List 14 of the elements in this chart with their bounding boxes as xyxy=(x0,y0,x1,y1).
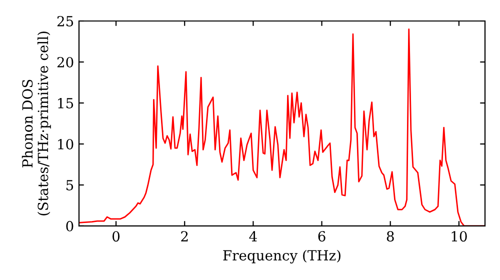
y-tick-label: 10 xyxy=(58,138,74,150)
x-tick-label: 4 xyxy=(249,231,257,242)
x-tick-label: 0 xyxy=(112,231,120,242)
y-tick-label: 20 xyxy=(57,56,74,68)
x-axis-title: Frequency (THz) xyxy=(223,250,340,264)
y-axis-title: Phonon DOS (States/THz·primitive cell) xyxy=(22,32,51,216)
y-tick-label: 15 xyxy=(58,98,74,108)
x-tick-label: 10 xyxy=(452,231,467,242)
x-tick-label: 2 xyxy=(181,231,188,242)
x-tick-label: 8 xyxy=(386,231,394,242)
y-tick-label: 0 xyxy=(66,220,74,232)
y-tick-label: 5 xyxy=(66,180,74,190)
y-tick-label: 25 xyxy=(57,16,74,26)
x-tick-label: 6 xyxy=(318,231,326,242)
